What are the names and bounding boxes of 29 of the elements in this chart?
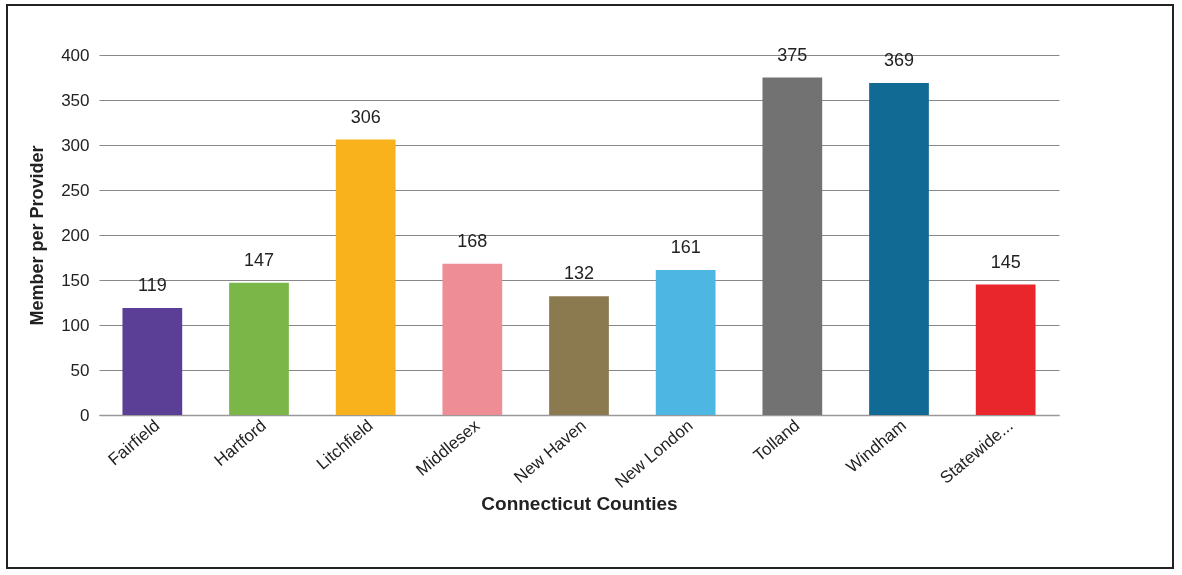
y-tick-label: 400 xyxy=(61,45,90,65)
y-tick-label: 150 xyxy=(61,270,90,290)
bar xyxy=(229,282,289,415)
y-tick-label: 0 xyxy=(80,405,90,425)
bar xyxy=(549,296,609,415)
y-axis-title: Member per Provider xyxy=(27,145,48,326)
data-label: 145 xyxy=(990,251,1021,272)
y-tick-label: 100 xyxy=(61,315,90,335)
data-label: 375 xyxy=(777,44,808,65)
data-label: 147 xyxy=(243,249,275,270)
bar xyxy=(762,77,823,415)
data-label: 119 xyxy=(137,274,167,295)
x-axis-title: Connecticut Counties xyxy=(481,493,678,515)
y-tick-label: 300 xyxy=(61,135,90,155)
bar xyxy=(335,139,396,415)
data-label: 306 xyxy=(350,106,381,127)
y-tick-label: 50 xyxy=(70,360,90,380)
y-tick-label: 200 xyxy=(61,225,90,245)
y-tick-label: 350 xyxy=(61,90,90,110)
y-tick-label: 250 xyxy=(61,180,90,200)
bar xyxy=(122,307,183,415)
bar xyxy=(869,82,929,415)
data-label: 161 xyxy=(670,237,701,258)
bar xyxy=(442,263,503,415)
data-label: 132 xyxy=(563,263,595,284)
bar xyxy=(975,284,1036,415)
bar xyxy=(655,270,716,415)
data-label: 168 xyxy=(457,230,488,251)
data-label: 369 xyxy=(883,49,915,70)
